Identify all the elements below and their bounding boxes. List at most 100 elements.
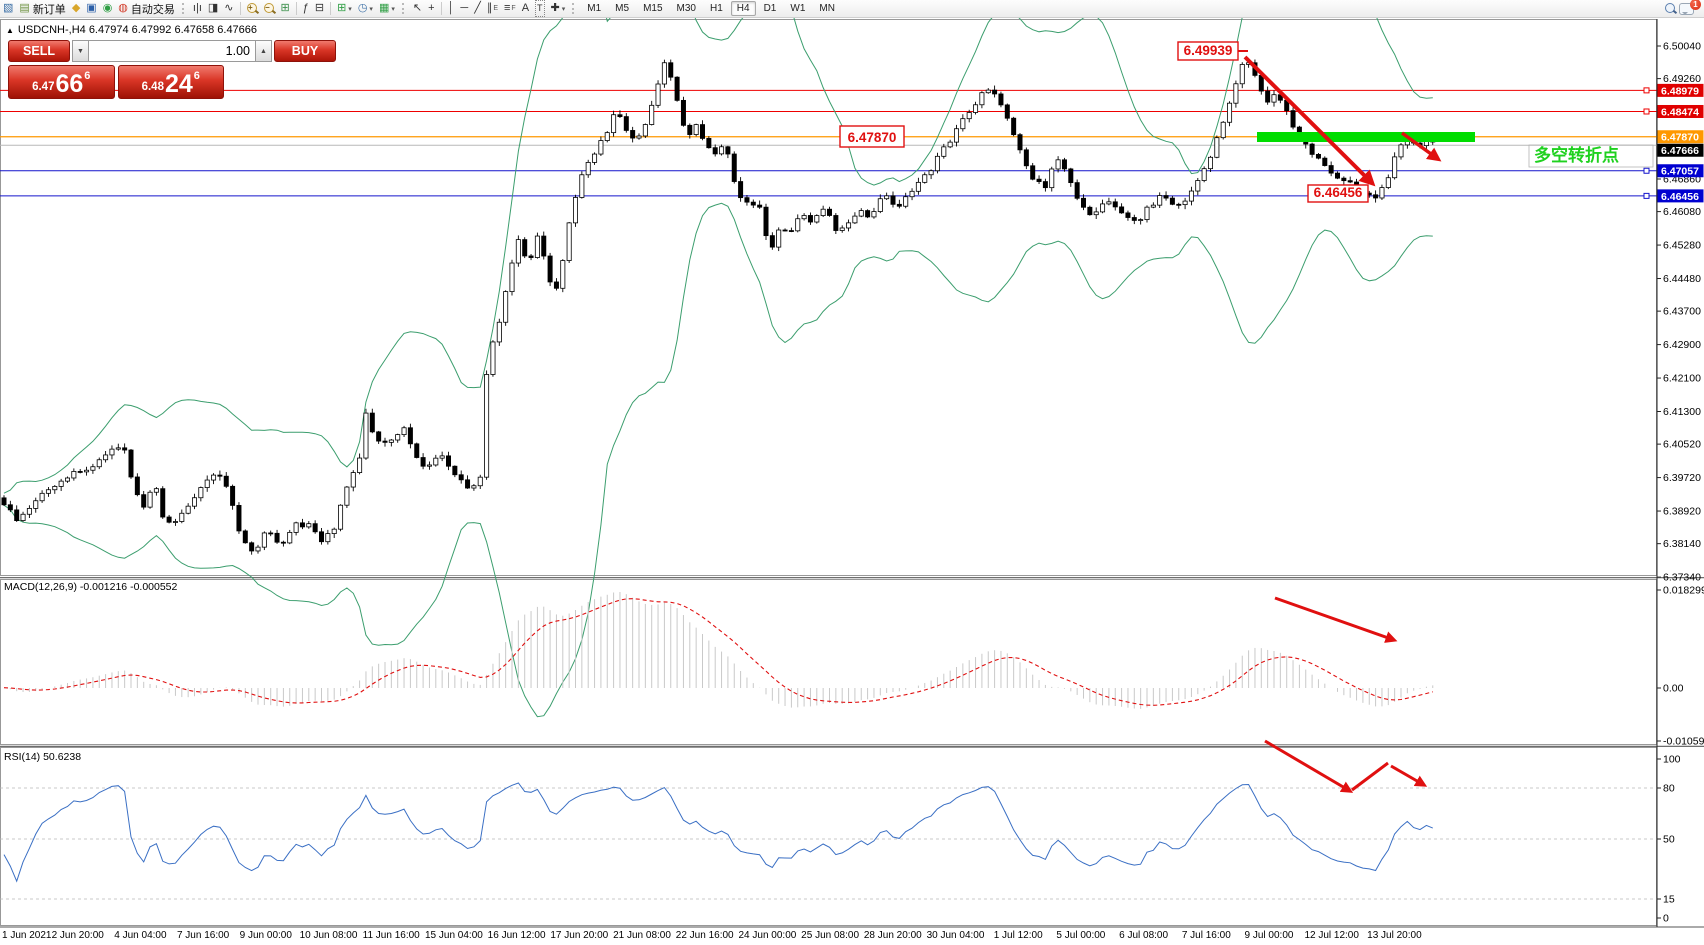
- trend-arrow-4[interactable]: [1264, 739, 1354, 793]
- rsi-line: [3, 782, 1433, 883]
- timeframe-mn[interactable]: MN: [819, 3, 835, 14]
- green-support-bar[interactable]: [1257, 132, 1475, 142]
- svg-text:9 Jun 00:00: 9 Jun 00:00: [240, 930, 293, 941]
- svg-text:50: 50: [1663, 834, 1675, 846]
- svg-text:6.46456: 6.46456: [1661, 191, 1699, 203]
- sell-price-sup: 6: [84, 70, 91, 82]
- drawing-objects[interactable]: 6.49939 6.47870 6.46456 多空转折点: [839, 41, 1654, 793]
- indicator-windows-icon[interactable]: ⊟: [314, 2, 325, 14]
- fibonacci-icon[interactable]: ≡ F: [503, 2, 516, 14]
- svg-text:6.47870: 6.47870: [848, 130, 897, 145]
- date-axis: 1 Jun 2021 2 Jun 20:00 4 Jun 04:00 7 Jun 16…: [2, 930, 1422, 941]
- new-order-button[interactable]: ▤ 新订单: [19, 2, 66, 16]
- add-chart-dropdown[interactable]: ⊞ ▾: [337, 2, 352, 14]
- svg-text:6.50040: 6.50040: [1663, 41, 1701, 53]
- tile-windows-icon[interactable]: ⊞: [280, 2, 290, 14]
- turning-point-text[interactable]: 多空转折点: [1528, 144, 1654, 168]
- text-icon[interactable]: A: [521, 2, 530, 14]
- vertical-line-icon[interactable]: │: [447, 2, 455, 14]
- buy-price-big: 24: [164, 70, 193, 98]
- zoom-out-icon[interactable]: −: [263, 2, 276, 15]
- svg-text:7 Jul 16:00: 7 Jul 16:00: [1182, 930, 1231, 941]
- svg-text:0.018299: 0.018299: [1663, 585, 1704, 597]
- trend-arrow-2[interactable]: [1400, 131, 1442, 162]
- market-watch-icon[interactable]: ◆: [71, 2, 81, 14]
- arrows-icon[interactable]: ✚ ▾: [550, 2, 566, 14]
- svg-text:10 Jun 08:00: 10 Jun 08:00: [300, 930, 358, 941]
- ohlc-values: USDCNH-,H4 6.47974 6.47992 6.47658 6.476…: [17, 24, 258, 36]
- svg-text:6.37340: 6.37340: [1663, 572, 1701, 584]
- svg-text:30 Jun 04:00: 30 Jun 04:00: [927, 930, 985, 941]
- timeframe-m15[interactable]: M15: [643, 3, 663, 14]
- crosshair-icon[interactable]: +: [428, 2, 435, 14]
- svg-text:28 Jun 20:00: 28 Jun 20:00: [864, 930, 922, 941]
- chart-app-icon[interactable]: ▧: [3, 2, 14, 14]
- main-toolbar: ▧ ▤ 新订单 ◆ ▣ ◉ ◍ 自动交易 ı|ı ◨ ∿ + − ⊞ ƒ ⊟ ⊞ ▾ ◷ ▾ ▦ ▾ ↖ + │ ─ ╱ ∥ E ≡ F A T…: [0, 0, 1704, 18]
- zoom-in-icon[interactable]: +: [246, 2, 259, 15]
- timeframe-w1[interactable]: W1: [790, 3, 806, 14]
- sell-price-big: 66: [55, 70, 84, 98]
- trend-arrow-3[interactable]: [1274, 596, 1398, 643]
- toolbar-grip: [572, 3, 576, 14]
- trend-arrow-1[interactable]: [1243, 55, 1376, 187]
- timeframe-d1[interactable]: D1: [763, 3, 777, 14]
- timeframe-m5[interactable]: M5: [615, 3, 630, 14]
- sell-price-tile[interactable]: 6.47 66 6: [8, 65, 115, 99]
- timeframe-m1[interactable]: M1: [587, 3, 602, 14]
- svg-text:6.42900: 6.42900: [1663, 339, 1701, 351]
- timeframe-h1[interactable]: H1: [709, 3, 723, 14]
- svg-text:4 Jun 04:00: 4 Jun 04:00: [114, 930, 167, 941]
- svg-text:6.48474: 6.48474: [1661, 106, 1699, 118]
- svg-text:6.47057: 6.47057: [1661, 166, 1699, 178]
- signals-icon[interactable]: ◉: [102, 2, 113, 14]
- timeframe-m30[interactable]: M30: [676, 3, 696, 14]
- svg-text:9 Jul 00:00: 9 Jul 00:00: [1245, 930, 1294, 941]
- collapse-icon[interactable]: ▲: [6, 25, 14, 35]
- svg-text:6.46456: 6.46456: [1314, 185, 1363, 200]
- candlestick-chart-icon[interactable]: ◨: [207, 2, 219, 14]
- volume-increase-button[interactable]: ▲: [255, 40, 272, 62]
- price-label-mid[interactable]: 6.47870: [839, 125, 905, 148]
- sell-button[interactable]: SELL: [8, 40, 70, 62]
- svg-text:80: 80: [1663, 783, 1675, 795]
- template-dropdown[interactable]: ▦ ▾: [378, 2, 395, 14]
- period-dropdown[interactable]: ◷ ▾: [357, 2, 373, 14]
- rsi-label: RSI(14) 50.6238: [4, 751, 82, 763]
- cursor-icon[interactable]: ↖: [412, 2, 423, 14]
- trend-arrow-5[interactable]: [1351, 761, 1389, 792]
- svg-text:22 Jun 16:00: 22 Jun 16:00: [676, 930, 734, 941]
- bar-chart-icon[interactable]: ı|ı: [192, 2, 202, 14]
- svg-text:多空转折点: 多空转折点: [1534, 145, 1619, 165]
- svg-text:15: 15: [1663, 894, 1675, 906]
- svg-text:6.43700: 6.43700: [1663, 306, 1701, 318]
- one-click-trading-panel: SELL ▼ ▲ BUY 6.47 66 6 6.48 24 6: [8, 40, 336, 99]
- channel-icon[interactable]: ∥ E: [486, 2, 498, 14]
- price-badge-6.48979: 6.48979: [1657, 83, 1704, 97]
- price-badge-6.48474: 6.48474: [1657, 104, 1704, 118]
- text-label-icon[interactable]: T: [532, 0, 548, 17]
- buy-price-tile[interactable]: 6.48 24 6: [117, 65, 224, 99]
- timeframe-h4[interactable]: H4: [730, 1, 756, 16]
- line-chart-icon[interactable]: ∿: [224, 2, 234, 14]
- svg-text:6.45280: 6.45280: [1663, 240, 1701, 252]
- trend-arrow-6[interactable]: [1390, 764, 1428, 787]
- svg-text:7 Jun 16:00: 7 Jun 16:00: [177, 930, 230, 941]
- volume-input[interactable]: [89, 40, 255, 62]
- svg-text:6.48979: 6.48979: [1661, 85, 1699, 97]
- search-icon[interactable]: [1664, 2, 1678, 15]
- trendline-icon[interactable]: ╱: [474, 2, 481, 14]
- buy-button[interactable]: BUY: [274, 40, 336, 62]
- svg-text:6.38140: 6.38140: [1663, 538, 1701, 550]
- horizontal-line-icon[interactable]: ─: [460, 2, 469, 14]
- svg-text:6.47870: 6.47870: [1661, 132, 1699, 144]
- volume-decrease-button[interactable]: ▼: [72, 40, 89, 62]
- price-badge-6.47666: 6.47666: [1657, 143, 1704, 157]
- svg-text:13 Jul 20:00: 13 Jul 20:00: [1367, 930, 1422, 941]
- price-label-high[interactable]: 6.49939: [1177, 41, 1239, 61]
- autotrading-button[interactable]: ◍ 自动交易: [118, 2, 175, 16]
- notifications-icon[interactable]: 1: [1679, 0, 1701, 15]
- data-window-icon[interactable]: ▣: [86, 2, 97, 14]
- indicators-icon[interactable]: ƒ: [302, 2, 309, 14]
- price-label-low[interactable]: 6.46456: [1307, 184, 1369, 203]
